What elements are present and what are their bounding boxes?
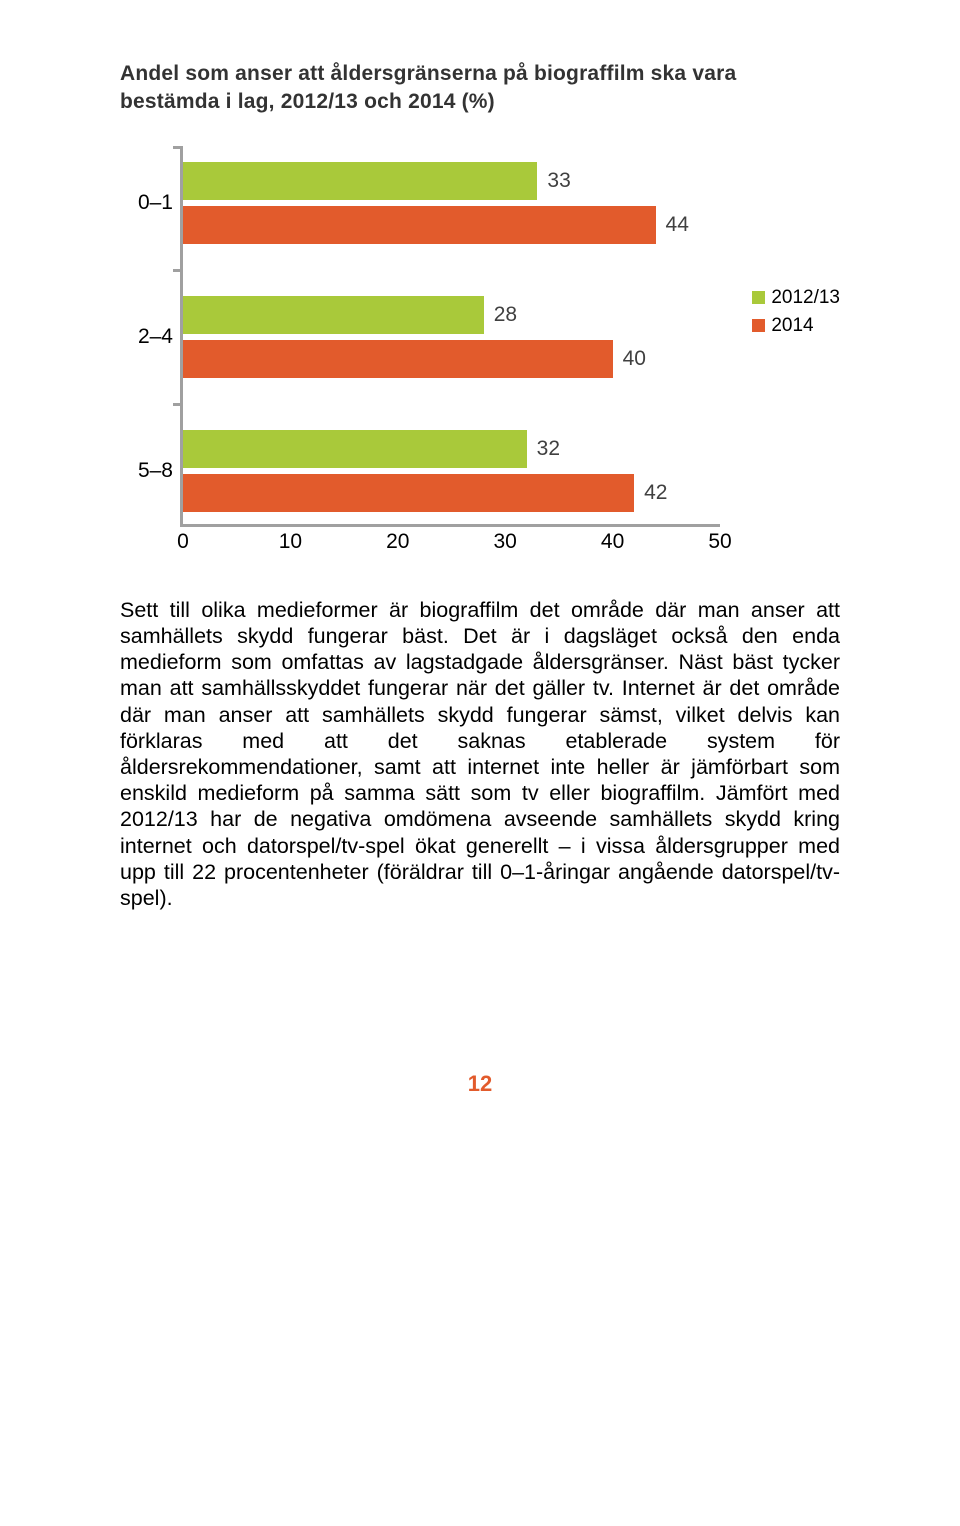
y-axis-tick (173, 146, 183, 149)
x-axis-label: 20 (386, 530, 409, 554)
legend-item: 2014 (752, 315, 840, 337)
bar-value-label: 28 (494, 303, 517, 327)
bar-value-label: 33 (547, 169, 570, 193)
bar-value-label: 44 (666, 213, 689, 237)
page-number: 12 (120, 1071, 840, 1097)
category-label: 2–4 (123, 325, 173, 349)
x-axis-label: 10 (279, 530, 302, 554)
legend-label: 2014 (771, 315, 813, 337)
y-axis-tick (173, 269, 183, 272)
x-axis-label: 50 (708, 530, 731, 554)
legend-swatch (752, 319, 765, 332)
chart-title: Andel som anser att åldersgränserna på b… (120, 60, 840, 117)
bar-value-label: 40 (623, 347, 646, 371)
legend-swatch (752, 291, 765, 304)
legend-label: 2012/13 (771, 287, 840, 309)
chart-x-axis: 01020304050 (183, 530, 720, 554)
chart-bar (183, 296, 484, 334)
y-axis-tick (173, 403, 183, 406)
chart-plot-area: 2012/132014 01020304050 0–133442–428405–… (180, 147, 720, 527)
x-axis-label: 30 (494, 530, 517, 554)
bar-value-label: 32 (537, 437, 560, 461)
chart-bar (183, 162, 537, 200)
chart-legend: 2012/13 2014 (752, 287, 840, 343)
chart-container: 2012/132014 01020304050 0–133442–428405–… (120, 147, 840, 527)
chart-bar (183, 340, 613, 378)
category-label: 5–8 (123, 459, 173, 483)
legend-item: 2012/13 (752, 287, 840, 309)
body-paragraph: Sett till olika medieformer är biograffi… (120, 597, 840, 912)
x-axis-label: 0 (177, 530, 189, 554)
chart-bar (183, 430, 527, 468)
category-label: 0–1 (123, 191, 173, 215)
bar-value-label: 42 (644, 481, 667, 505)
chart-bar (183, 206, 656, 244)
chart-bar (183, 474, 634, 512)
x-axis-label: 40 (601, 530, 624, 554)
